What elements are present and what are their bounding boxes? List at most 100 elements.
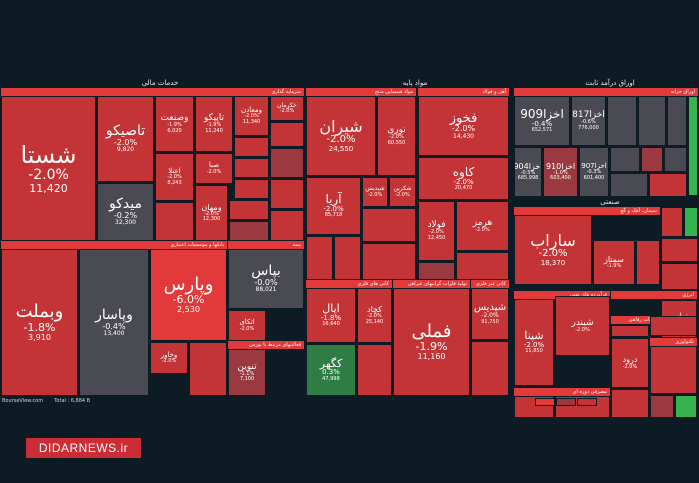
treemap-tile[interactable]: شیران -2.0% 24,550 <box>306 96 376 176</box>
tile-symbol: میدکو <box>109 196 142 213</box>
tile-symbol: وصنعت <box>160 113 189 124</box>
treemap-tile-small[interactable] <box>234 179 269 199</box>
treemap-tile[interactable]: تاپیکو -1.9% 11,240 <box>195 96 233 152</box>
tile-change: -0.4% <box>102 321 126 331</box>
tile-symbol: ومعادن <box>241 106 262 115</box>
treemap-tile-small[interactable] <box>270 179 304 209</box>
treemap-tile-small[interactable] <box>234 158 269 178</box>
tile-price: 24,550 <box>328 144 354 153</box>
treemap-tile-small[interactable] <box>456 252 509 280</box>
treemap-tile-small[interactable] <box>229 221 269 241</box>
treemap-tile-small[interactable] <box>650 395 674 418</box>
treemap-tile-small[interactable] <box>270 122 304 147</box>
treemap-tile-small[interactable] <box>471 341 509 396</box>
treemap-tile-small[interactable] <box>577 398 597 406</box>
treemap-tile[interactable]: کچاد -2.0% 25,140 <box>357 288 392 343</box>
treemap-tile[interactable]: شکربن -2.0% <box>389 177 416 207</box>
treemap-tile-small[interactable] <box>556 398 576 406</box>
treemap-tile[interactable]: خکرمان -2.0% <box>270 96 304 121</box>
treemap-tile[interactable]: وپارس -6.0% 2,530 <box>150 249 227 341</box>
treemap-tile[interactable]: اخزا910 -1.0% 603,400 <box>543 147 578 197</box>
treemap-tile[interactable]: وپاسار -0.4% 13,400 <box>79 249 149 396</box>
treemap-tile-small[interactable] <box>234 137 269 157</box>
treemap-tile[interactable]: ساراب -2.0% 18,370 <box>514 215 592 285</box>
treemap-tile-small[interactable] <box>650 316 697 336</box>
treemap-tile[interactable]: شپدیس -2.0% 91,750 <box>471 288 509 340</box>
treemap-tile[interactable]: وصنعت -1.9% 6,020 <box>155 96 194 152</box>
treemap-tile-small[interactable] <box>688 96 698 196</box>
tile-price: 776,000 <box>578 124 599 131</box>
tile-price: 11,340 <box>242 118 261 125</box>
treemap-tile[interactable]: اخزا904 -0.5% 685,998 <box>514 147 542 197</box>
tile-price: 652,571 <box>531 127 553 134</box>
tile-symbol: اخزا907 <box>581 162 607 171</box>
treemap-tile[interactable]: فملی -1.9% 11,160 <box>393 288 470 396</box>
treemap-tile[interactable]: وخاور -2.0% <box>150 342 188 374</box>
tile-change: -1.9% <box>206 122 222 129</box>
treemap-tile-small[interactable] <box>641 147 663 172</box>
treemap-tile-small[interactable] <box>306 236 333 280</box>
tile-symbol: بپاس <box>251 263 281 280</box>
tile-price: 11,850 <box>525 348 543 355</box>
treemap-tile-small[interactable] <box>675 395 697 418</box>
treemap-tile[interactable]: شپنا -2.0% 11,850 <box>514 299 554 386</box>
treemap-tile[interactable]: فولاد -2.0% 12,450 <box>418 201 455 261</box>
treemap-tile[interactable]: اپال -1.8% 16,640 <box>306 288 356 343</box>
treemap-tile-small[interactable] <box>334 236 361 280</box>
treemap-tile-small[interactable] <box>270 210 304 241</box>
treemap-tile[interactable]: درود -2.0% <box>611 338 649 388</box>
treemap-tile-small[interactable] <box>362 208 416 242</box>
treemap-tile-small[interactable] <box>610 173 648 197</box>
treemap-tile[interactable]: شپدیس -2.0% <box>362 177 388 207</box>
treemap-tile[interactable]: شبندر -2.0% <box>555 296 610 356</box>
treemap-tile[interactable]: اخزا907 -0.3% 601,400 <box>579 147 609 197</box>
treemap-tile[interactable]: ومهان -2.0% 12,300 <box>195 185 228 241</box>
tile-symbol: اتکای <box>239 318 255 327</box>
treemap-tile-small[interactable] <box>650 346 697 394</box>
treemap-tile[interactable]: بپاس -0.0% 88,021 <box>228 249 304 309</box>
tile-symbol: اعتلا <box>168 167 181 176</box>
treemap-tile[interactable]: نوری -2.0% 60,550 <box>377 96 416 176</box>
treemap-tile-small[interactable] <box>270 148 304 178</box>
treemap-tile-small[interactable] <box>229 200 269 220</box>
treemap-tile-small[interactable] <box>611 389 649 418</box>
treemap-tile[interactable]: هرمز -2.0% <box>456 201 509 251</box>
treemap-tile-small[interactable] <box>636 240 660 285</box>
treemap-tile-small[interactable] <box>664 147 687 172</box>
treemap-tile[interactable]: ومعادن -2.0% 11,340 <box>234 96 269 136</box>
treemap-tile[interactable]: آریا -2.0% 85,718 <box>306 177 361 235</box>
treemap-tile[interactable]: شستا -2.0% 11,420 <box>1 96 96 241</box>
treemap-tile-small[interactable] <box>362 243 416 280</box>
treemap-tile[interactable]: تاصیکو -2.0% 9,820 <box>97 96 154 182</box>
treemap-tile[interactable]: میدکو -0.2% 32,300 <box>97 183 154 241</box>
treemap-tile[interactable]: اعتلا -2.0% 8,243 <box>155 153 194 201</box>
treemap-tile-small[interactable] <box>610 147 640 172</box>
treemap-tile[interactable]: صبا -2.0% <box>195 153 233 184</box>
tile-price: 6,020 <box>167 127 182 134</box>
treemap-tile-small[interactable] <box>155 202 194 241</box>
tile-symbol: وخاور <box>160 350 178 359</box>
treemap-tile[interactable]: کگهر 0.3% 47,998 <box>306 344 356 396</box>
treemap-tile-small[interactable] <box>661 207 683 237</box>
treemap-tile-small[interactable] <box>661 263 698 290</box>
treemap-tile-small[interactable] <box>189 342 227 396</box>
treemap-tile[interactable]: فخوز -2.0% 14,430 <box>418 96 509 156</box>
treemap-tile-small[interactable] <box>649 173 687 197</box>
treemap-tile[interactable]: تنوین -1.1% 7,100 <box>228 349 266 396</box>
treemap-tile-small[interactable] <box>667 96 687 146</box>
treemap-tile[interactable]: وبملت -1.8% 3,910 <box>1 249 78 396</box>
treemap-tile-small[interactable] <box>357 344 392 396</box>
treemap-tile[interactable]: اخزا817 -0.6% 776,000 <box>571 96 606 146</box>
treemap-tile-small[interactable] <box>638 96 666 146</box>
treemap-tile-small[interactable] <box>607 96 637 146</box>
treemap-tile-small[interactable] <box>418 262 455 280</box>
treemap-tile[interactable]: سمتاز -1.9% <box>593 240 635 285</box>
treemap-tile[interactable]: اخزا909 -0.4% 652,571 <box>514 96 570 146</box>
treemap-tile-small[interactable] <box>611 325 649 337</box>
treemap-tile-small[interactable] <box>684 207 698 237</box>
treemap-tile[interactable]: اتکای -2.0% <box>228 310 266 341</box>
treemap-tile[interactable]: کاوه -2.0% 20,470 <box>418 157 509 200</box>
treemap-tile-small[interactable] <box>661 238 698 262</box>
section-title-basic-materials: مواد پایه <box>402 79 428 87</box>
treemap-tile-small[interactable] <box>535 398 555 406</box>
